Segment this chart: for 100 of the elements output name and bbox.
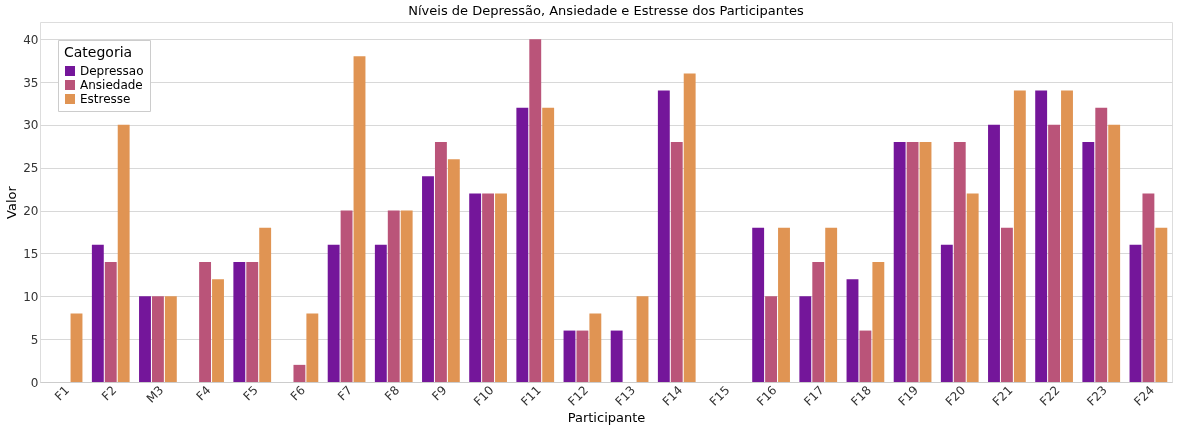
bar — [1142, 193, 1155, 382]
bar — [529, 39, 542, 382]
y-tick-label: 0 — [30, 375, 39, 390]
bar — [212, 279, 224, 382]
bar — [293, 364, 306, 382]
bar — [91, 244, 104, 382]
bar — [966, 193, 979, 382]
bar — [246, 262, 259, 382]
bar — [765, 296, 778, 382]
x-tick-label: F6 — [287, 383, 308, 404]
bar — [812, 262, 825, 382]
bar — [670, 142, 683, 382]
bar — [259, 227, 272, 382]
bar — [516, 107, 529, 382]
x-tick-label: F14 — [659, 383, 686, 409]
bar — [589, 313, 602, 382]
bar — [1095, 107, 1108, 382]
bar — [139, 296, 151, 382]
bar — [164, 296, 177, 382]
bar — [374, 244, 387, 382]
bar — [657, 90, 670, 382]
x-tick-label: F7 — [334, 383, 356, 404]
bar — [199, 262, 212, 382]
x-tick-label: F18 — [848, 383, 874, 409]
x-tick-label: F10 — [470, 383, 497, 409]
x-tick-label: F21 — [989, 383, 1016, 409]
bar — [70, 313, 83, 382]
bar — [846, 279, 859, 382]
bar — [306, 313, 319, 382]
bar — [636, 296, 649, 382]
x-tick-label: F24 — [1131, 383, 1157, 409]
bar — [563, 330, 576, 382]
y-tick-label: 10 — [23, 289, 39, 304]
legend-label: Estresse — [80, 92, 131, 106]
bar — [752, 227, 765, 382]
x-tick-label: M3 — [143, 383, 167, 406]
bar — [353, 56, 366, 382]
bar — [400, 210, 413, 382]
bar — [151, 296, 164, 382]
bar — [683, 73, 696, 382]
bar — [327, 244, 340, 382]
bar — [422, 176, 434, 382]
bar — [117, 124, 130, 382]
y-tick-label: 35 — [23, 75, 39, 90]
chart-title: Níveis de Depressão, Ansiedade e Estresse dos Participantes — [408, 3, 804, 18]
y-tick-label: 20 — [23, 204, 39, 219]
bar — [1013, 90, 1026, 382]
x-tick-label: F5 — [240, 383, 261, 404]
bar — [1035, 90, 1048, 382]
bar — [576, 330, 589, 382]
bar — [953, 142, 966, 382]
bar — [893, 142, 906, 382]
bar — [340, 210, 353, 382]
bar — [447, 159, 460, 382]
y-tick-label: 30 — [23, 118, 39, 133]
x-axis-title: Participante — [567, 409, 646, 425]
bar — [799, 296, 812, 382]
x-tick-label: F11 — [518, 383, 544, 409]
bar — [825, 227, 838, 382]
x-tick-label: F1 — [51, 383, 73, 404]
bar — [859, 330, 872, 382]
bar — [1082, 142, 1095, 382]
bar — [1108, 124, 1121, 382]
legend-label: Depressao — [80, 64, 144, 78]
x-tick-label: F19 — [895, 383, 922, 409]
bar — [469, 193, 482, 382]
bar — [434, 142, 447, 382]
y-tick-label: 25 — [23, 161, 39, 176]
y-tick-label: 5 — [30, 332, 39, 347]
x-tick-label: F22 — [1036, 383, 1063, 409]
x-tick-label: F12 — [565, 383, 591, 409]
bar — [387, 210, 400, 382]
bar — [542, 107, 555, 382]
bar — [906, 142, 919, 382]
bar — [482, 193, 495, 382]
legend-title: Categoria — [64, 44, 133, 60]
x-tick-label: F13 — [612, 383, 639, 409]
bar — [610, 330, 623, 382]
bar — [919, 142, 932, 382]
bar — [778, 227, 790, 382]
bar — [1061, 90, 1073, 382]
x-tick-label: F23 — [1084, 383, 1110, 409]
bar — [233, 262, 246, 382]
x-tick-label: F16 — [753, 383, 780, 409]
bar — [988, 124, 1000, 382]
y-axis-title: Valor — [4, 185, 20, 219]
x-tick-label: F9 — [429, 383, 450, 404]
y-tick-label: 15 — [23, 246, 39, 261]
x-tick-label: F4 — [193, 383, 214, 404]
x-tick-label: F20 — [942, 383, 969, 409]
bar — [940, 244, 953, 382]
bar — [495, 193, 507, 382]
x-tick-label: F15 — [706, 383, 733, 409]
legend-label: Ansiedade — [80, 78, 143, 92]
y-tick-label: 40 — [23, 32, 39, 47]
bar — [1155, 227, 1168, 382]
bar — [1000, 227, 1013, 382]
x-tick-label: F8 — [382, 383, 403, 404]
bar — [872, 262, 885, 382]
bar — [1129, 244, 1142, 382]
